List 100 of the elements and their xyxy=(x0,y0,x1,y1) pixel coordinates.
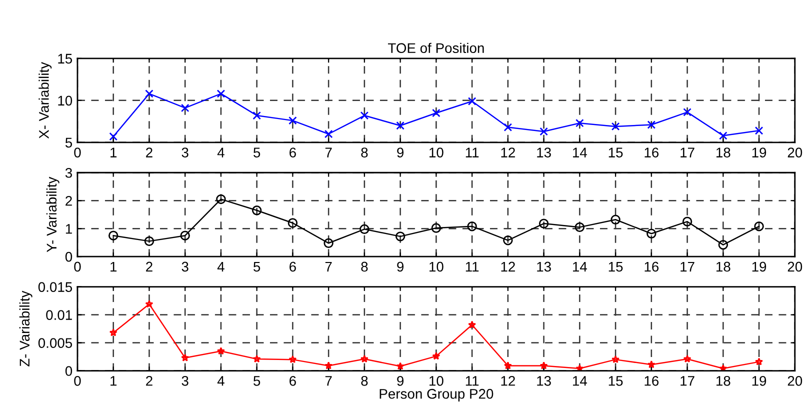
x-tick-label: 3 xyxy=(182,262,188,272)
point xyxy=(467,221,477,232)
x-tick-label: 0 xyxy=(74,262,81,272)
x-tick-label: 11 xyxy=(466,376,479,386)
x-tick-label: 15 xyxy=(608,376,623,386)
x-tick-label: 7 xyxy=(325,148,332,158)
chart-title: TOE of Position xyxy=(388,42,484,54)
point xyxy=(109,328,118,336)
x-tick-label: 18 xyxy=(716,376,730,386)
x-tick-label: 12 xyxy=(501,148,515,158)
x-tick-label: 11 xyxy=(466,262,479,272)
x-tick-label: 7 xyxy=(325,376,332,386)
x-tick-label: 14 xyxy=(573,376,587,386)
x-tick-label: 13 xyxy=(537,148,551,158)
point xyxy=(216,194,226,204)
x-tick-label: 1 xyxy=(110,262,117,272)
point xyxy=(145,90,154,98)
point xyxy=(682,216,692,226)
point xyxy=(288,355,297,364)
x-tick-label: 9 xyxy=(397,148,404,158)
y-tick-label: 10 xyxy=(58,96,72,106)
x-tick-label: 12 xyxy=(501,376,515,386)
x-tick-label: 3 xyxy=(182,376,188,386)
x-tick-label: 19 xyxy=(752,376,766,386)
x-tick-label: 18 xyxy=(716,262,730,272)
point xyxy=(360,224,370,234)
x-tick-label: 19 xyxy=(752,262,766,272)
y-tick-label: 5 xyxy=(65,138,72,148)
point xyxy=(109,132,118,141)
x-tick-label: 5 xyxy=(254,376,260,386)
x-tick-label: 1 xyxy=(110,376,117,386)
point xyxy=(718,240,728,250)
point xyxy=(574,222,585,232)
x-tick-label: 11 xyxy=(466,148,479,158)
x-tick-label: 17 xyxy=(680,376,694,386)
x-tick-label: 6 xyxy=(290,148,296,158)
x-tick-label: 5 xyxy=(254,262,260,272)
x-tick-label: 16 xyxy=(644,148,659,158)
point xyxy=(180,230,190,240)
x-tick-label: 4 xyxy=(217,376,224,386)
point xyxy=(719,364,728,371)
point xyxy=(576,118,584,128)
point xyxy=(647,360,656,368)
point xyxy=(611,122,620,131)
x-tick-label: 3 xyxy=(182,148,188,158)
point xyxy=(431,223,442,233)
x-tick-label: 20 xyxy=(788,148,802,158)
point xyxy=(432,108,440,118)
x-tick-label: 20 xyxy=(788,376,802,386)
point xyxy=(396,362,404,370)
x-tick-label: 15 xyxy=(608,148,623,158)
x-tick-label: 13 xyxy=(537,262,551,272)
x-tick-label: 4 xyxy=(217,148,224,158)
x-tick-label: 10 xyxy=(430,376,444,386)
point xyxy=(646,228,656,238)
y-tick-label: 15 xyxy=(58,54,72,64)
y-tick-label: 2 xyxy=(66,196,72,206)
x-tick-label: 20 xyxy=(788,262,802,272)
x-tick-label: 5 xyxy=(254,148,260,158)
x-tick-label: 8 xyxy=(361,376,368,386)
x-tick-label: 2 xyxy=(146,376,152,386)
point xyxy=(396,121,404,130)
x-tick-label: 10 xyxy=(430,262,444,272)
point xyxy=(144,236,154,246)
point xyxy=(754,221,764,232)
point xyxy=(540,362,548,370)
y-tick-label: 3 xyxy=(65,168,72,178)
x-tick-label: 19 xyxy=(752,148,766,158)
x-tick-label: 6 xyxy=(290,262,296,272)
point xyxy=(610,214,620,224)
x-tick-label: 8 xyxy=(361,148,368,158)
point xyxy=(360,354,368,363)
point xyxy=(754,126,764,135)
x-tick-label: 7 xyxy=(325,262,332,272)
x-tick-label: 8 xyxy=(361,262,368,272)
y-tick-label: 1 xyxy=(66,224,72,234)
y-tick-label: 0.015 xyxy=(38,282,72,292)
point xyxy=(181,354,190,362)
x-tick-label: 2 xyxy=(146,148,152,158)
x-tick-label: 16 xyxy=(644,376,659,386)
point xyxy=(180,104,190,112)
y-tick-label: 0.01 xyxy=(46,310,72,320)
point xyxy=(755,358,764,366)
point xyxy=(252,354,261,363)
point xyxy=(145,300,154,308)
point xyxy=(395,232,406,242)
x-tick-label: 4 xyxy=(217,262,224,272)
point xyxy=(718,132,728,140)
point xyxy=(252,111,261,120)
x-tick-label: 17 xyxy=(680,262,694,272)
point xyxy=(540,127,548,136)
point xyxy=(432,352,440,360)
x-tick-label: 13 xyxy=(537,376,551,386)
point xyxy=(647,120,656,129)
point xyxy=(324,130,333,138)
point xyxy=(683,108,692,116)
point xyxy=(503,235,513,246)
point xyxy=(216,90,226,98)
x-tick-label: 9 xyxy=(397,262,404,272)
x-tick-label: 15 xyxy=(608,262,623,272)
